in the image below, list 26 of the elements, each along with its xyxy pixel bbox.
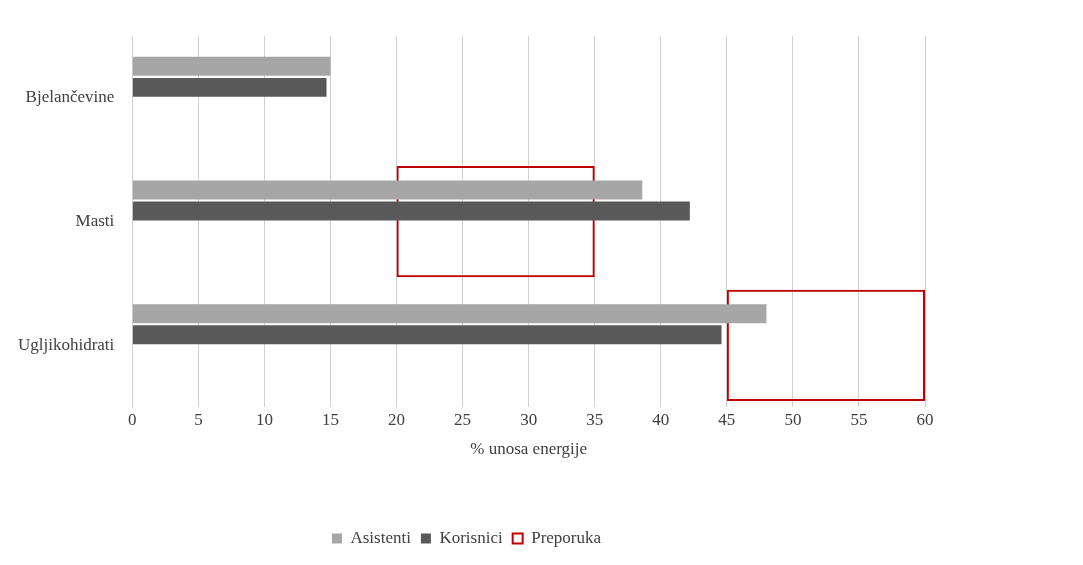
x-tick-label: 15 xyxy=(321,409,339,429)
x-tick-label: 50 xyxy=(784,409,802,429)
x-tick-label: 40 xyxy=(652,409,670,429)
x-tick-label: 35 xyxy=(586,409,604,429)
bar xyxy=(132,180,643,200)
x-axis-title: % unosa energije xyxy=(470,439,588,459)
x-tick-label: 10 xyxy=(255,409,273,429)
x-tick-label: 5 xyxy=(194,409,203,429)
x-tick-label: 25 xyxy=(454,409,472,429)
bar xyxy=(132,77,327,97)
x-tick-label: 0 xyxy=(128,409,137,429)
y-tick-label: Bjelančevine xyxy=(25,87,115,107)
bar xyxy=(132,201,690,221)
legend-label: Preporuka xyxy=(531,527,602,547)
bar xyxy=(132,325,722,345)
x-tick-label: 20 xyxy=(388,409,406,429)
legend-label: Asistenti xyxy=(350,527,412,547)
legend-label: Korisnici xyxy=(439,527,503,547)
x-tick-label: 45 xyxy=(718,409,736,429)
y-tick-label: Ugljikohidrati xyxy=(17,334,115,354)
x-tick-label: 60 xyxy=(916,409,934,429)
x-tick-label: 55 xyxy=(850,409,868,429)
bar xyxy=(132,304,767,324)
y-tick-label: Masti xyxy=(75,211,115,231)
bar xyxy=(132,56,331,76)
x-tick-label: 30 xyxy=(520,409,538,429)
